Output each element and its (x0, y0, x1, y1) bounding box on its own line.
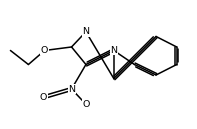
Text: N: N (110, 46, 117, 55)
Text: O: O (82, 100, 90, 109)
Text: N: N (82, 27, 89, 36)
Text: O: O (40, 93, 47, 102)
Text: N: N (68, 84, 75, 94)
Text: O: O (41, 46, 48, 55)
